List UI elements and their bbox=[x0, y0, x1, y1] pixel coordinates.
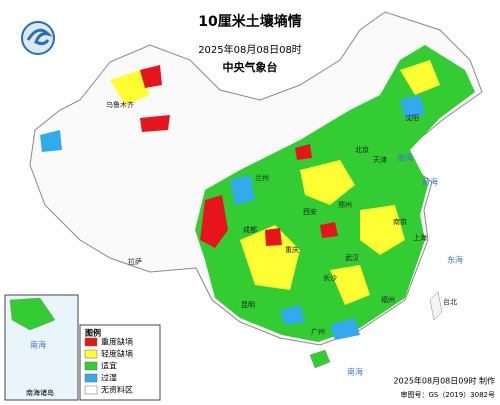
place-label: 武汉 bbox=[345, 253, 359, 262]
hainan bbox=[309, 349, 331, 369]
place-label: 广州 bbox=[311, 327, 325, 336]
footer-made: 2025年08月08日09时 制作 bbox=[394, 376, 495, 386]
place-label: 台北 bbox=[443, 297, 457, 306]
place-label: 成都 bbox=[243, 225, 257, 234]
legend-label: 适宜 bbox=[101, 361, 117, 371]
legend-swatch bbox=[84, 337, 98, 347]
place-label: 北京 bbox=[355, 145, 369, 154]
place-label: 重庆 bbox=[285, 245, 299, 254]
place-label: 拉萨 bbox=[128, 257, 142, 266]
place-label: 长沙 bbox=[323, 273, 337, 282]
legend-swatch bbox=[84, 385, 98, 395]
legend-label: 无资料区 bbox=[101, 385, 133, 395]
place-label: 乌鲁木齐 bbox=[106, 100, 134, 109]
moisture-excess bbox=[40, 95, 425, 340]
taiwan bbox=[429, 291, 443, 321]
moisture-severe-deficit bbox=[140, 65, 338, 248]
place-label: 兰州 bbox=[255, 173, 269, 182]
place-label: 渤海 bbox=[397, 153, 413, 163]
place-label: 郑州 bbox=[338, 201, 352, 209]
place-label: 上海 bbox=[413, 233, 427, 242]
inset: 南海 南海诸岛 bbox=[4, 294, 79, 401]
title: 10厘米土壤墒情 bbox=[198, 13, 301, 30]
moisture-light-deficit bbox=[110, 60, 440, 305]
legend-label: 轻度缺墒 bbox=[101, 349, 133, 359]
datetime: 2025年08月08日08时 bbox=[198, 43, 302, 56]
footer-approval: 审图号：GS（2019）3082号 bbox=[401, 390, 496, 399]
legend-title: 图例 bbox=[85, 328, 101, 338]
inset-label: 南海诸岛 bbox=[26, 388, 54, 397]
legend-label: 过湿 bbox=[101, 373, 117, 383]
legend-label: 重度缺墒 bbox=[101, 337, 133, 347]
place-label: 南海 bbox=[347, 367, 363, 377]
legend-swatch bbox=[84, 373, 98, 383]
legend-swatch bbox=[84, 361, 98, 371]
place-label: 福州 bbox=[381, 295, 395, 304]
place-label: 黄海 bbox=[422, 177, 438, 187]
place-label: 昆明 bbox=[241, 301, 255, 309]
place-label: 东海 bbox=[447, 255, 463, 265]
issuer: 中央气象台 bbox=[223, 60, 278, 74]
legend-swatch bbox=[84, 349, 98, 359]
inset-sea-label: 南海 bbox=[30, 340, 46, 350]
place-label: 南京 bbox=[393, 217, 407, 226]
logo bbox=[21, 21, 55, 55]
place-label: 沈阳 bbox=[405, 113, 419, 122]
place-label: 天津 bbox=[373, 156, 387, 164]
place-label: 西安 bbox=[303, 207, 317, 216]
